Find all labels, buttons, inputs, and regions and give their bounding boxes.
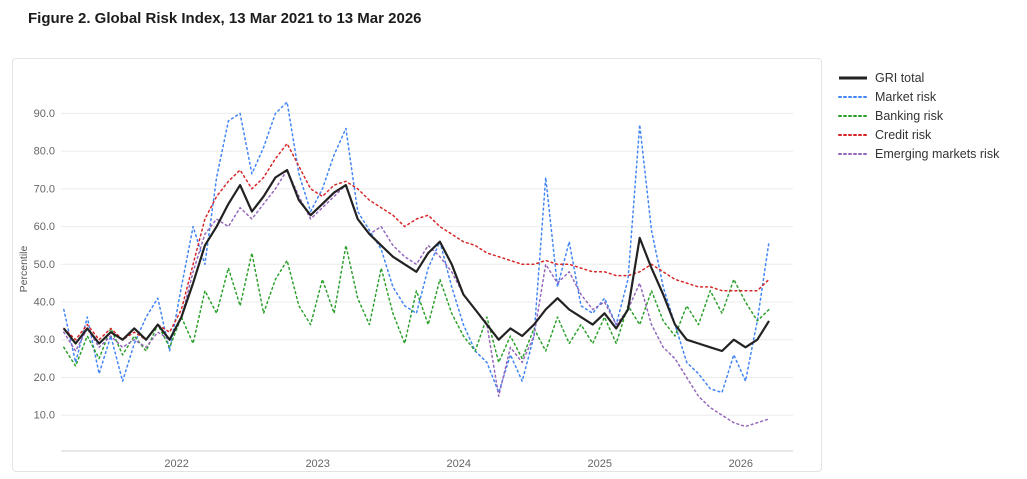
legend-label: Banking risk xyxy=(875,108,944,123)
x-tick-label: 2023 xyxy=(305,458,329,469)
y-tick-label: 30.0 xyxy=(34,334,55,346)
legend-item: Banking risk xyxy=(838,106,999,125)
y-tick-label: 90.0 xyxy=(34,108,55,120)
legend-item: Emerging markets risk xyxy=(838,144,999,163)
y-tick-label: 60.0 xyxy=(34,221,55,233)
y-axis-title: Percentile xyxy=(18,246,30,293)
y-tick-label: 20.0 xyxy=(34,372,55,384)
legend-swatch-dotted-line xyxy=(838,114,868,117)
y-tick-label: 40.0 xyxy=(34,297,55,309)
legend-swatch-dotted-line xyxy=(838,152,868,155)
x-tick-label: 2026 xyxy=(729,458,753,469)
x-tick-label: 2022 xyxy=(164,458,188,469)
y-tick-label: 10.0 xyxy=(34,410,55,422)
chart-panel: 10.0 20.0 30.0 40.0 50.0 60.0 70.0 80.0 90.0 2022… xyxy=(12,58,822,472)
legend-label: Emerging markets risk xyxy=(875,146,1000,161)
legend-item: Market risk xyxy=(838,87,999,106)
legend-swatch-solid-line xyxy=(839,76,867,79)
series-line-emerging-markets-risk xyxy=(63,169,770,428)
y-tick-label: 50.0 xyxy=(34,259,55,271)
legend-swatch-dotted-line xyxy=(838,133,868,136)
legend-swatch-dotted-line xyxy=(838,95,868,98)
y-tick-label: 70.0 xyxy=(34,183,55,195)
legend-item: Credit risk xyxy=(838,125,999,144)
series-line-credit-risk xyxy=(63,142,770,341)
legend-label: Credit risk xyxy=(875,127,932,142)
legend-label: GRI total xyxy=(875,70,925,85)
risk-line-chart: 10.0 20.0 30.0 40.0 50.0 60.0 70.0 80.0 90.0 2022… xyxy=(18,101,793,469)
chart-legend: GRI total Market risk Banking risk Credit r… xyxy=(838,68,999,163)
figure-title: Figure 2. Global Risk Index, 13 Mar 2021… xyxy=(28,10,422,27)
y-tick-label: 80.0 xyxy=(34,146,55,158)
x-tick-label: 2025 xyxy=(588,458,612,469)
legend-label: Market risk xyxy=(875,89,937,104)
series-line-market-risk xyxy=(63,101,770,394)
legend-item: GRI total xyxy=(838,68,999,87)
x-tick-label: 2024 xyxy=(446,458,470,469)
series-line-gri-total xyxy=(62,168,770,353)
